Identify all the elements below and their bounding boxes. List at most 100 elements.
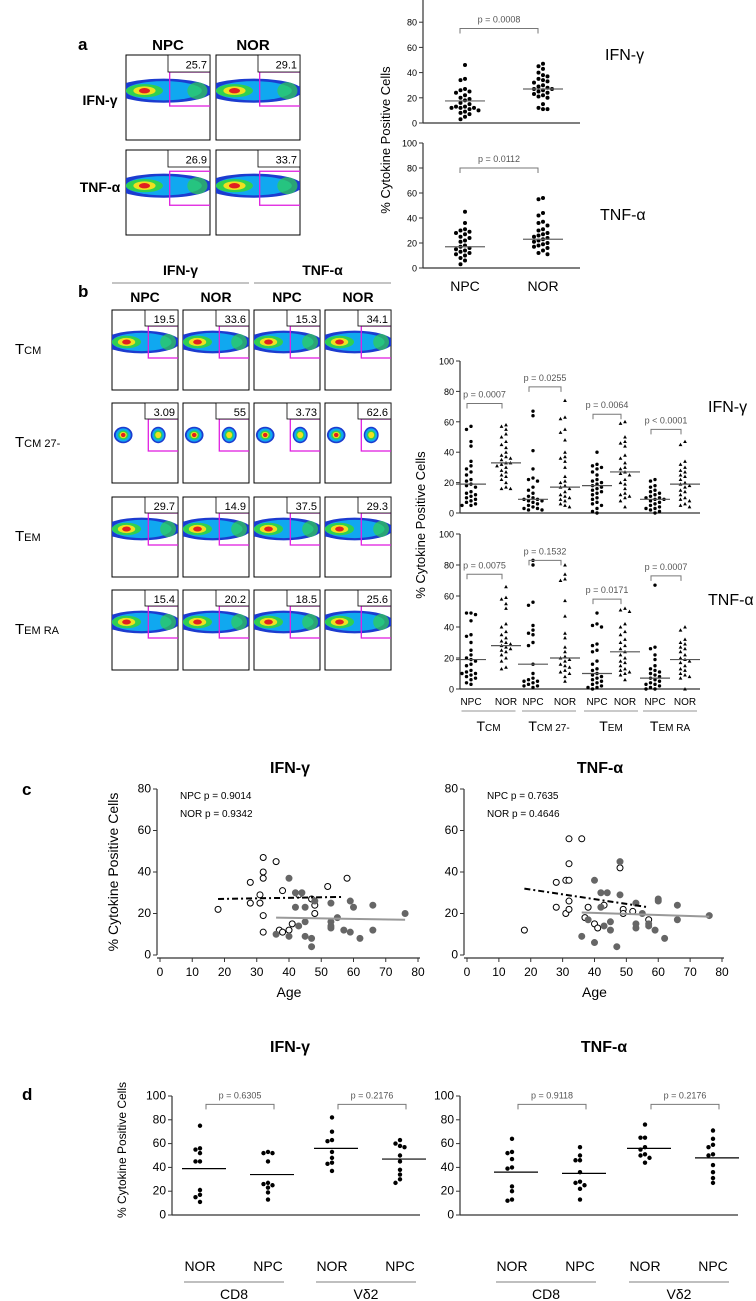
data-point [531,671,535,676]
data-point-triangle [623,671,627,675]
nor-trend-line [581,911,710,918]
x-category-label: NPC [450,278,480,294]
data-point-triangle [504,450,508,454]
data-point [469,494,473,498]
data-point-triangle [563,659,567,663]
data-point [397,1167,403,1172]
row-label-ifn-gamma: IFN-γ [83,92,118,108]
data-point-triangle [495,464,499,468]
data-point [454,90,458,95]
data-point [397,1177,403,1182]
data-point-triangle [678,645,683,649]
y-tick-label: 60 [138,823,152,837]
group-label-main: T [650,718,659,734]
side-label: IFN-γ [708,399,747,416]
data-point-nor [645,920,653,928]
data-point [535,506,540,511]
column-header: NOR [342,289,373,305]
data-point [464,496,469,500]
data-point [644,496,648,500]
flow-cytometry-plot: 25.6 [324,589,392,671]
x-category-label: NOR [496,1258,527,1274]
y-tick-label: 100 [439,530,454,540]
gate-value-box [215,402,250,420]
data-point [505,1166,510,1171]
data-point [531,500,535,505]
data-point [265,1190,271,1195]
y-tick-label: 0 [159,1208,166,1222]
data-point [657,500,662,505]
data-point-triangle [683,673,687,677]
data-point-triangle [623,465,627,469]
data-point [648,681,653,685]
data-point [464,500,469,505]
side-label: TNF-α [600,207,646,224]
y-tick-label: 0 [412,119,417,129]
group-label: CD8 [532,1286,560,1301]
data-point-triangle [683,489,687,494]
data-point [536,84,541,89]
data-point-nor [346,897,354,905]
gate-rectangle[interactable] [259,170,302,206]
data-point [526,678,531,682]
data-point [710,1175,716,1181]
data-point-triangle [683,642,687,646]
gate-value-box [286,496,321,514]
data-point [590,678,595,682]
data-point-triangle [618,640,623,644]
data-point [526,682,531,687]
data-point-triangle [504,645,508,649]
data-point [590,682,595,687]
data-point [522,679,526,683]
flow-cytometry-plot: 3.73 [253,402,321,484]
data-point-triangle [499,648,504,652]
data-point [469,653,473,657]
data-point-triangle [623,477,627,482]
data-point-triangle [504,445,508,450]
data-point [522,506,526,511]
data-point [710,1142,716,1147]
data-point-triangle [623,453,627,457]
gate-rectangle[interactable] [169,170,212,206]
data-point-nor [369,926,377,934]
data-point-triangle [499,659,504,663]
data-point-triangle [567,505,572,509]
data-point [582,1183,587,1188]
data-point [531,414,535,418]
y-tick-label: 0 [451,948,458,962]
data-point [595,642,599,646]
data-point [467,97,472,102]
data-point [590,497,595,502]
gate-percentage: 55 [234,407,246,419]
group-label-main: T [476,718,485,734]
data-point [463,104,467,109]
y-tick-label: 40 [138,865,152,879]
data-point [329,1129,335,1134]
data-point [536,251,541,255]
data-point [653,664,657,668]
data-point [653,506,657,511]
data-point-triangle [504,665,508,669]
data-point [463,93,467,98]
data-point [541,73,545,78]
data-point [464,473,469,477]
data-point-triangle [563,479,567,483]
data-point [463,76,467,81]
data-point [653,502,657,506]
group-label-subscript: CM [485,723,501,734]
data-point [463,86,467,91]
data-point [653,645,657,649]
data-point-triangle [558,578,563,582]
data-point [526,643,531,648]
data-point [193,1194,198,1200]
data-point [648,647,653,651]
data-point-triangle [687,483,692,488]
data-point-triangle [499,457,504,462]
x-category-label: NOR [629,1258,660,1274]
flow-cytometry-plot: 55 [182,402,250,484]
data-point-npc [259,874,267,882]
data-point-npc [246,899,254,907]
row-label-tnf-alpha: TNF-α [80,179,121,195]
data-point [463,63,467,68]
data-point [648,508,653,512]
